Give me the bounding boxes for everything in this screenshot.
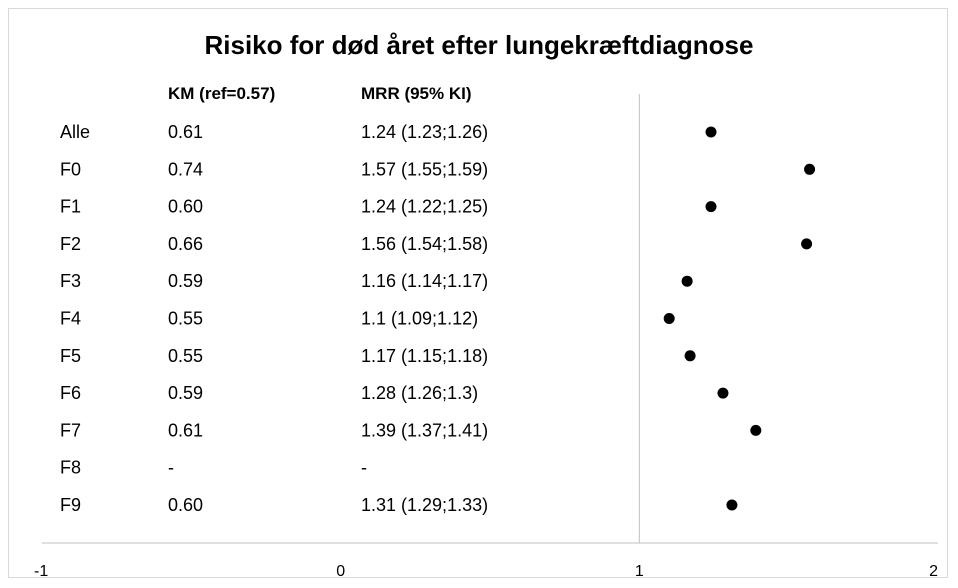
mrr-value: 1.16 (1.14;1.17): [361, 271, 488, 291]
data-point: [684, 350, 696, 362]
km-value: 0.61: [168, 420, 203, 440]
km-value: 0.55: [168, 309, 203, 329]
row-label: F7: [60, 420, 81, 440]
km-value: -: [168, 458, 174, 478]
row-label: F3: [60, 271, 81, 291]
row-label: F2: [60, 234, 81, 254]
km-value: 0.60: [168, 197, 203, 217]
row-label: F8: [60, 458, 81, 478]
mrr-value: -: [361, 458, 367, 478]
mrr-value: 1.57 (1.55;1.59): [361, 159, 488, 179]
data-point: [750, 424, 762, 436]
row-label: F5: [60, 346, 81, 366]
mrr-column-header: MRR (95% KI): [361, 84, 472, 103]
mrr-value: 1.24 (1.22;1.25): [361, 197, 488, 217]
row-label: F9: [60, 495, 81, 515]
row-label: F4: [60, 309, 81, 329]
data-point: [717, 387, 729, 399]
data-point: [801, 238, 813, 250]
mrr-value: 1.28 (1.26;1.3): [361, 383, 478, 403]
km-value: 0.66: [168, 234, 203, 254]
row-label: F1: [60, 197, 81, 217]
mrr-value: 1.24 (1.23;1.26): [361, 122, 488, 142]
mrr-value: 1.31 (1.29;1.33): [361, 495, 488, 515]
km-value: 0.59: [168, 383, 203, 403]
mrr-value: 1.17 (1.15;1.18): [361, 346, 488, 366]
row-label: Alle: [60, 122, 90, 142]
km-value: 0.60: [168, 495, 203, 515]
mrr-value: 1.56 (1.54;1.58): [361, 234, 488, 254]
x-tick-label: 0: [336, 563, 345, 580]
x-tick-label: 1: [635, 563, 644, 580]
x-tick-label: -1: [34, 563, 48, 580]
km-value: 0.55: [168, 346, 203, 366]
km-value: 0.61: [168, 122, 203, 142]
data-point: [804, 163, 816, 175]
km-value: 0.74: [168, 159, 203, 179]
row-label: F6: [60, 383, 81, 403]
km-value: 0.59: [168, 271, 203, 291]
row-label: F0: [60, 159, 81, 179]
km-column-header: KM (ref=0.57): [168, 84, 275, 103]
x-tick-label: 2: [929, 563, 938, 580]
mrr-value: 1.39 (1.37;1.41): [361, 420, 488, 440]
data-point: [663, 313, 675, 324]
data-point: [705, 126, 717, 138]
data-point: [681, 275, 693, 287]
data-point: [726, 499, 738, 511]
mrr-value: 1.1 (1.09;1.12): [361, 309, 478, 329]
data-point: [705, 201, 717, 213]
chart-frame: [8, 8, 948, 578]
chart-title: Risiko for død året efter lungekræftdiag…: [205, 30, 754, 60]
